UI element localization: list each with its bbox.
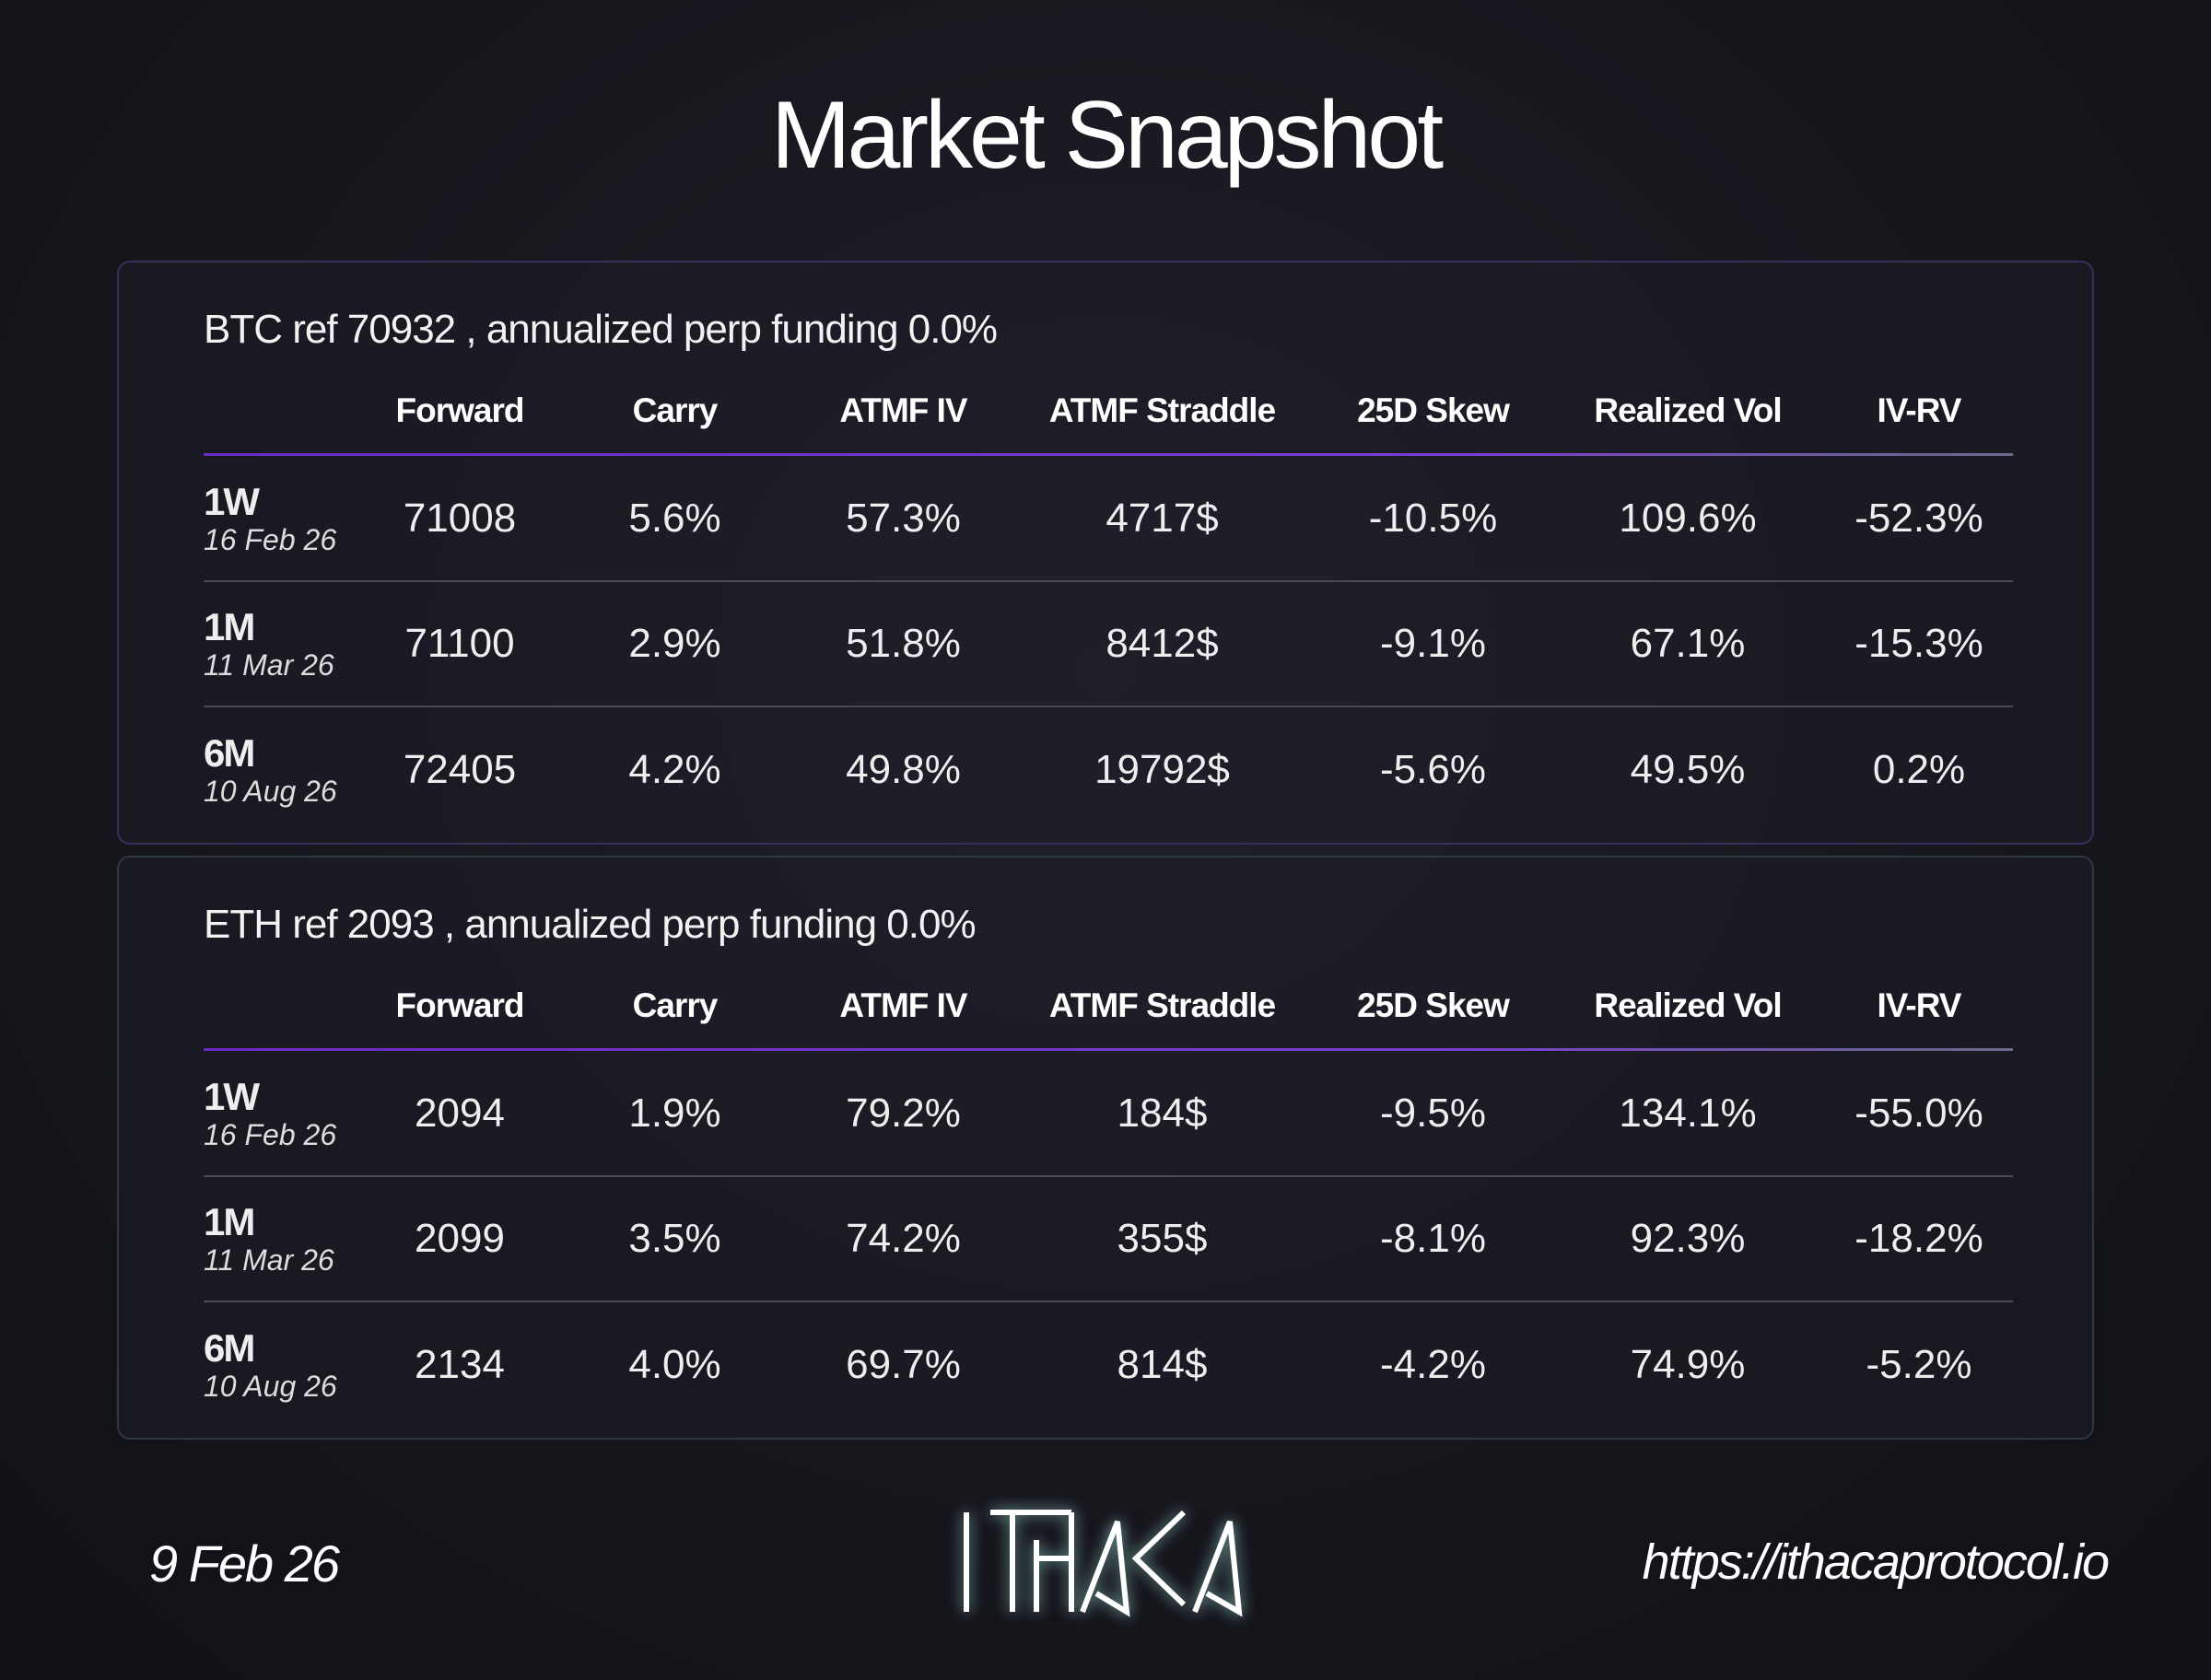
cell-value: 184$ [1117, 1091, 1208, 1136]
header-row: Forward Carry ATMF IV ATMF Straddle 25D Skew… [204, 977, 2029, 1034]
row-label: 1M 11 Mar 26 [204, 1200, 352, 1277]
column-header: IV-RV [1877, 391, 1962, 429]
website-link[interactable]: https://ithacaprotocol.io [1642, 1534, 2110, 1590]
cell-value: 3.5% [628, 1216, 721, 1261]
cell-value: 74.2% [846, 1216, 961, 1261]
cell-value: 8412$ [1106, 621, 1219, 666]
row-label: 1M 11 Mar 26 [204, 605, 352, 682]
column-header: Forward [395, 986, 525, 1024]
cell-value: 4.2% [628, 747, 721, 792]
row-label: 6M 10 Aug 26 [204, 731, 352, 808]
header-row: Forward Carry ATMF IV ATMF Straddle 25D Skew… [204, 382, 2029, 439]
expiry-date: 11 Mar 26 [204, 648, 334, 682]
cell-value: -4.2% [1380, 1342, 1486, 1387]
row-label: 1W 16 Feb 26 [204, 480, 352, 556]
header-divider [204, 1048, 2013, 1051]
expiry-date: 10 Aug 26 [204, 775, 337, 808]
cell-value: 69.7% [846, 1342, 961, 1387]
panel-subtitle: ETH ref 2093 , annualized perp funding 0… [204, 902, 977, 947]
column-header: Realized Vol [1594, 986, 1782, 1024]
cell-value: 72405 [403, 747, 517, 792]
cell-value: -8.1% [1380, 1216, 1486, 1261]
column-header: Carry [632, 391, 719, 429]
btc-panel: BTC ref 70932 , annualized perp funding … [117, 261, 2094, 845]
cell-value: -5.2% [1866, 1342, 1972, 1387]
page-title: Market Snapshot [770, 82, 1444, 189]
table-row: 1M 11 Mar 26 2099 3.5% 74.2% 355$ -8.1% 92.3% -1… [204, 1177, 2013, 1302]
cell-value: -9.5% [1380, 1091, 1486, 1136]
column-header: Forward [395, 391, 525, 429]
cell-value: 1.9% [628, 1091, 721, 1136]
row-label: 1W 16 Feb 26 [204, 1075, 352, 1151]
eth-panel: ETH ref 2093 , annualized perp funding 0… [117, 856, 2094, 1440]
cell-value: 2134 [415, 1342, 505, 1387]
panel-subtitle: BTC ref 70932 , annualized perp funding … [204, 307, 998, 352]
cell-value: 0.2% [1872, 747, 1966, 792]
tenor: 1W [204, 1075, 260, 1118]
tenor: 6M [204, 731, 255, 775]
cell-value: 5.6% [628, 496, 721, 541]
cell-value: -55.0% [1854, 1091, 1983, 1136]
cell-value: 814$ [1117, 1342, 1208, 1387]
tenor: 1W [204, 480, 260, 523]
column-header: ATMF Straddle [1048, 986, 1276, 1024]
tenor: 1M [204, 1200, 255, 1243]
column-header: Realized Vol [1594, 391, 1782, 429]
ithaka-logo [964, 1510, 1243, 1617]
cell-value: -10.5% [1368, 496, 1498, 541]
cell-value: 19792$ [1094, 747, 1230, 792]
cell-value: -9.1% [1380, 621, 1486, 666]
cell-value: 2099 [415, 1216, 505, 1261]
cell-value: 2094 [415, 1091, 505, 1136]
row-label: 6M 10 Aug 26 [204, 1326, 352, 1403]
cell-value: 355$ [1117, 1216, 1208, 1261]
table-row: 1W 16 Feb 26 2094 1.9% 79.2% 184$ -9.5% 134.1% -… [204, 1052, 2013, 1177]
column-header: 25D Skew [1357, 986, 1510, 1024]
column-header: 25D Skew [1357, 391, 1510, 429]
cell-value: 109.6% [1619, 496, 1757, 541]
tenor: 1M [204, 605, 255, 648]
cell-value: 71008 [403, 496, 517, 541]
cell-value: 67.1% [1630, 621, 1746, 666]
tenor: 6M [204, 1326, 255, 1370]
cell-value: 134.1% [1619, 1091, 1757, 1136]
cell-value: 4717$ [1106, 496, 1219, 541]
cell-value: -15.3% [1854, 621, 1983, 666]
cell-value: -52.3% [1854, 496, 1983, 541]
snapshot-date: 9 Feb 26 [149, 1534, 340, 1592]
column-header: ATMF IV [839, 986, 967, 1024]
header-divider [204, 453, 2013, 456]
table-row: 1M 11 Mar 26 71100 2.9% 51.8% 8412$ -9.1% 67.1%… [204, 582, 2013, 707]
column-header: Carry [632, 986, 719, 1024]
column-header: ATMF IV [839, 391, 967, 429]
expiry-date: 16 Feb 26 [204, 523, 337, 556]
column-header: ATMF Straddle [1048, 391, 1276, 429]
cell-value: 57.3% [846, 496, 961, 541]
table-row: 6M 10 Aug 26 2134 4.0% 69.7% 814$ -4.2% 74.9% -5… [204, 1302, 2013, 1428]
table-row: 6M 10 Aug 26 72405 4.2% 49.8% 19792$ -5.6% 49.5… [204, 707, 2013, 833]
cell-value: 2.9% [628, 621, 721, 666]
cell-value: -18.2% [1854, 1216, 1983, 1261]
cell-value: 51.8% [846, 621, 961, 666]
cell-value: 49.8% [846, 747, 961, 792]
cell-value: 71100 [404, 621, 515, 666]
column-header: IV-RV [1877, 986, 1962, 1024]
cell-value: 92.3% [1630, 1216, 1746, 1261]
cell-value: 74.9% [1630, 1342, 1746, 1387]
cell-value: -5.6% [1380, 747, 1486, 792]
expiry-date: 10 Aug 26 [204, 1370, 337, 1403]
cell-value: 4.0% [628, 1342, 721, 1387]
expiry-date: 11 Mar 26 [204, 1243, 334, 1277]
cell-value: 79.2% [846, 1091, 961, 1136]
table-row: 1W 16 Feb 26 71008 5.6% 57.3% 4717$ -10.5% 109.… [204, 457, 2013, 582]
cell-value: 49.5% [1630, 747, 1746, 792]
expiry-date: 16 Feb 26 [204, 1118, 337, 1151]
